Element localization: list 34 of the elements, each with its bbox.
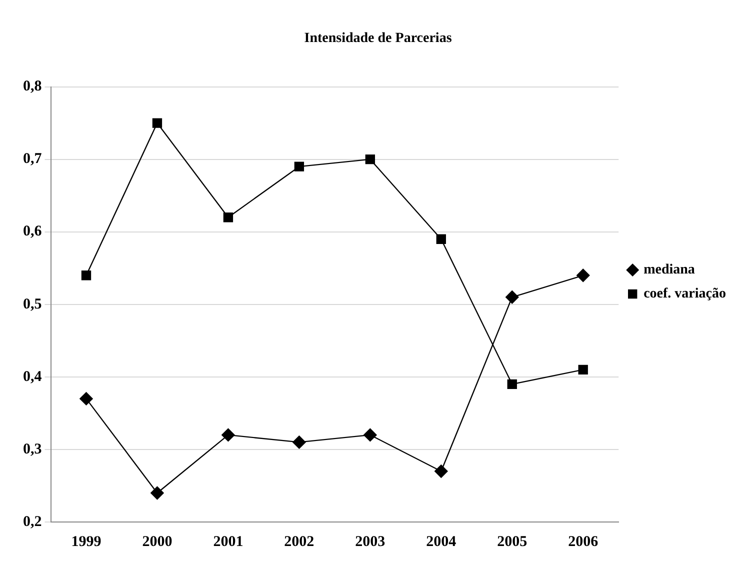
x-tick-label: 2003 xyxy=(355,534,386,550)
point xyxy=(222,428,235,442)
point xyxy=(436,234,446,244)
y-tick-label: 0,3 xyxy=(23,441,42,458)
point xyxy=(434,464,448,478)
y-tick-label: 0,4 xyxy=(23,368,42,385)
x-tick-label: 2006 xyxy=(568,534,599,550)
x-tick-label: 1999 xyxy=(71,534,102,550)
point xyxy=(506,290,519,304)
point xyxy=(294,162,304,172)
y-tick-label: 0,7 xyxy=(23,151,42,168)
x-tick-label: 2001 xyxy=(213,534,244,550)
point xyxy=(223,212,234,222)
point xyxy=(364,428,377,442)
legend-label: mediana xyxy=(644,262,695,278)
y-tick-label: 0,8 xyxy=(23,78,42,95)
point xyxy=(365,154,376,164)
y-tick-label: 0,5 xyxy=(23,296,42,312)
point xyxy=(292,436,306,449)
x-tick-label: 2005 xyxy=(497,534,528,550)
chart-title: Intensidade de Parcerias xyxy=(304,31,452,46)
x-tick-label: 2004 xyxy=(426,534,457,550)
legend-label: coef. variação xyxy=(644,286,726,302)
y-tick-label: 0,2 xyxy=(23,514,42,530)
point xyxy=(576,268,590,282)
point xyxy=(152,118,162,128)
point xyxy=(81,270,92,280)
x-tick-label: 2000 xyxy=(142,534,172,550)
point xyxy=(578,364,588,375)
y-tick-label: 0,6 xyxy=(23,224,42,240)
point xyxy=(80,392,93,406)
point xyxy=(150,486,164,500)
point xyxy=(507,379,517,390)
x-tick-label: 2002 xyxy=(284,534,314,550)
